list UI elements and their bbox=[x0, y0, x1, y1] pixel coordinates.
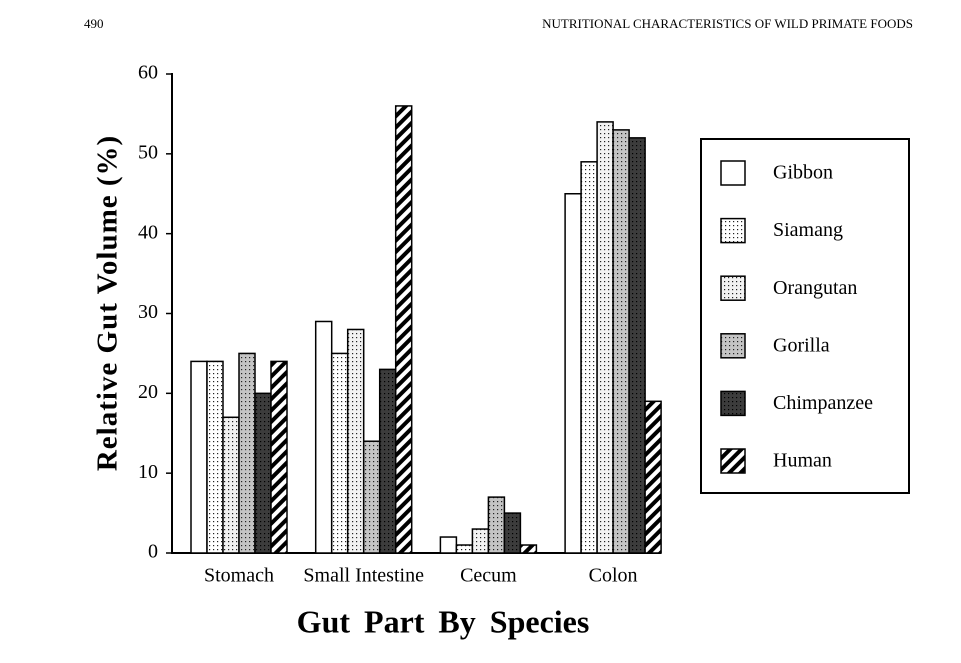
legend-swatch bbox=[720, 160, 746, 186]
y-axis-title: Relative Gut Volume (%) bbox=[92, 135, 124, 471]
bar bbox=[628, 137, 646, 554]
x-tick-label: Stomach bbox=[204, 565, 274, 587]
legend-swatch bbox=[720, 390, 746, 417]
y-tick-label: 40 bbox=[138, 221, 158, 243]
page-number: 490 bbox=[84, 16, 104, 31]
bar bbox=[612, 129, 630, 554]
legend-label: Human bbox=[773, 450, 832, 472]
x-tick-label: Small Intestine bbox=[303, 565, 424, 587]
bar bbox=[222, 416, 240, 554]
bar bbox=[596, 121, 614, 554]
bar bbox=[362, 440, 381, 554]
bar bbox=[519, 544, 538, 554]
y-tick-label: 30 bbox=[138, 301, 158, 323]
legend-label: Gibbon bbox=[773, 162, 833, 184]
bar bbox=[394, 105, 413, 554]
bar bbox=[580, 161, 598, 554]
bar bbox=[487, 496, 506, 554]
bar bbox=[254, 392, 272, 554]
legend-swatch bbox=[720, 448, 746, 474]
bar bbox=[378, 368, 397, 554]
bar bbox=[270, 360, 288, 554]
bar bbox=[644, 400, 662, 554]
y-tick-label: 10 bbox=[138, 461, 158, 483]
bar bbox=[314, 320, 333, 554]
y-tick-label: 60 bbox=[138, 62, 158, 84]
running-title: NUTRITIONAL CHARACTERISTICS OF WILD PRIM… bbox=[542, 16, 913, 31]
legend-label: Orangutan bbox=[773, 277, 857, 299]
legend-swatch bbox=[720, 275, 746, 301]
y-tick-label: 20 bbox=[138, 381, 158, 403]
legend-label: Siamang bbox=[773, 219, 843, 241]
legend-box bbox=[700, 138, 910, 494]
bar bbox=[190, 360, 208, 554]
bar bbox=[471, 528, 490, 554]
bar bbox=[346, 328, 365, 554]
bar bbox=[238, 352, 256, 554]
bar bbox=[455, 544, 474, 554]
bar bbox=[503, 512, 522, 554]
x-axis-title: Gut Part By Species bbox=[297, 603, 590, 639]
legend-label: Chimpanzee bbox=[773, 392, 873, 414]
bar bbox=[206, 360, 224, 554]
legend-swatch bbox=[720, 333, 746, 359]
bar bbox=[564, 193, 582, 554]
x-tick-label: Cecum bbox=[460, 565, 517, 587]
y-tick-label: 50 bbox=[138, 141, 158, 163]
legend-label: Gorilla bbox=[773, 334, 830, 356]
y-tick-label: 0 bbox=[148, 541, 158, 563]
bar bbox=[439, 536, 458, 554]
x-tick-label: Colon bbox=[589, 565, 638, 587]
bar bbox=[330, 352, 349, 554]
legend-swatch bbox=[720, 217, 746, 244]
